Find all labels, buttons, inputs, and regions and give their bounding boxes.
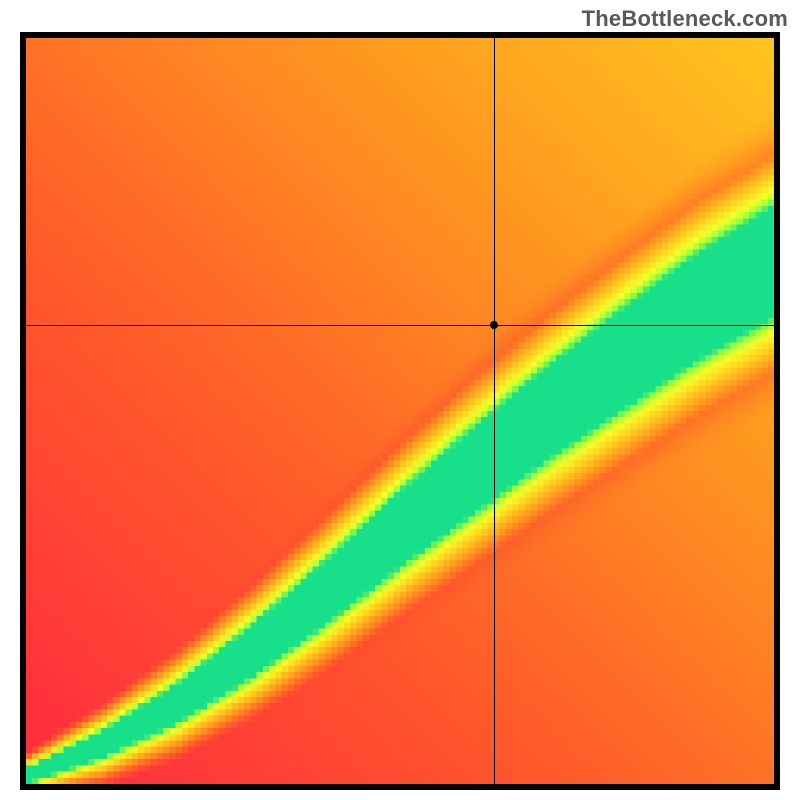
crosshair-vertical [494,38,495,784]
heatmap-canvas [26,38,774,784]
figure-container: TheBottleneck.com [0,0,800,800]
plot-frame [20,32,780,790]
crosshair-marker [490,321,498,329]
watermark-label: TheBottleneck.com [582,6,788,32]
crosshair-horizontal [26,325,774,326]
